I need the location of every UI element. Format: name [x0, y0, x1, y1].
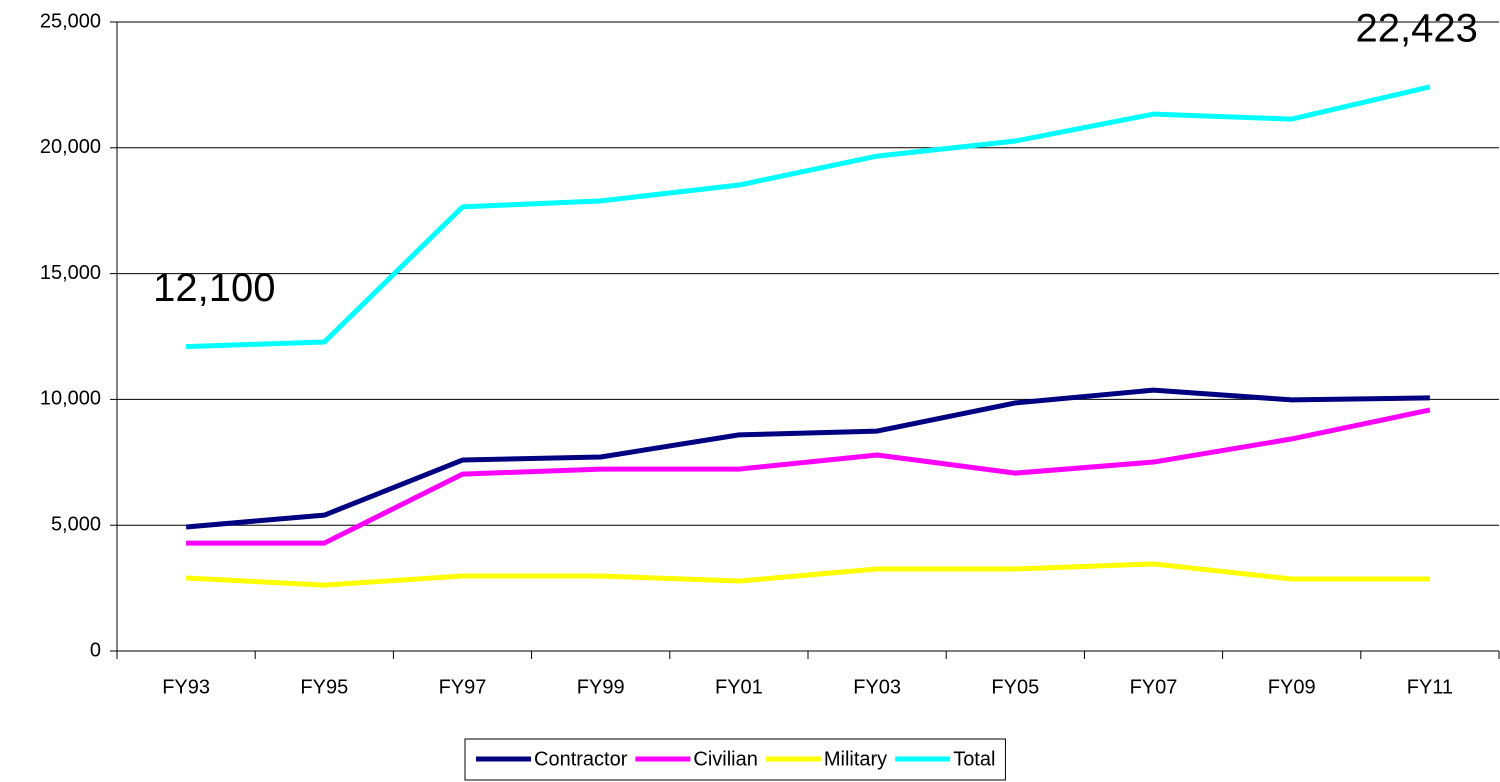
- x-tick-label: FY01: [715, 676, 763, 698]
- x-tick-label: FY07: [1130, 676, 1178, 698]
- data-label: 22,423: [1356, 6, 1478, 50]
- x-tick-label: FY93: [162, 676, 210, 698]
- y-tick-label: 10,000: [40, 388, 101, 410]
- x-tick-label: FY97: [439, 676, 487, 698]
- y-tick-label: 15,000: [40, 262, 101, 284]
- x-tick-label: FY09: [1268, 676, 1316, 698]
- x-tick-label: FY05: [991, 676, 1039, 698]
- series-line: [186, 407, 1431, 546]
- legend-label: Total: [953, 748, 995, 770]
- y-tick-label: 0: [90, 639, 101, 661]
- x-tick-label: FY11: [1407, 676, 1453, 698]
- y-tick-label: 5,000: [51, 513, 101, 535]
- legend: Contractor Civilian Military Total: [464, 738, 1006, 781]
- legend-label: Military: [824, 748, 887, 770]
- series-line: [185, 387, 1430, 530]
- legend-label: Contractor: [534, 748, 628, 770]
- legend-label: Civilian: [693, 748, 757, 770]
- y-tick-label: 20,000: [40, 136, 101, 158]
- x-tick-label: FY03: [853, 676, 901, 698]
- series-line: [185, 561, 1430, 588]
- y-tick-label: 25,000: [40, 10, 101, 32]
- x-tick-label: FY99: [577, 676, 625, 698]
- series-line: [186, 84, 1431, 350]
- data-label: 12,100: [153, 266, 275, 310]
- x-tick-label: FY95: [300, 676, 348, 698]
